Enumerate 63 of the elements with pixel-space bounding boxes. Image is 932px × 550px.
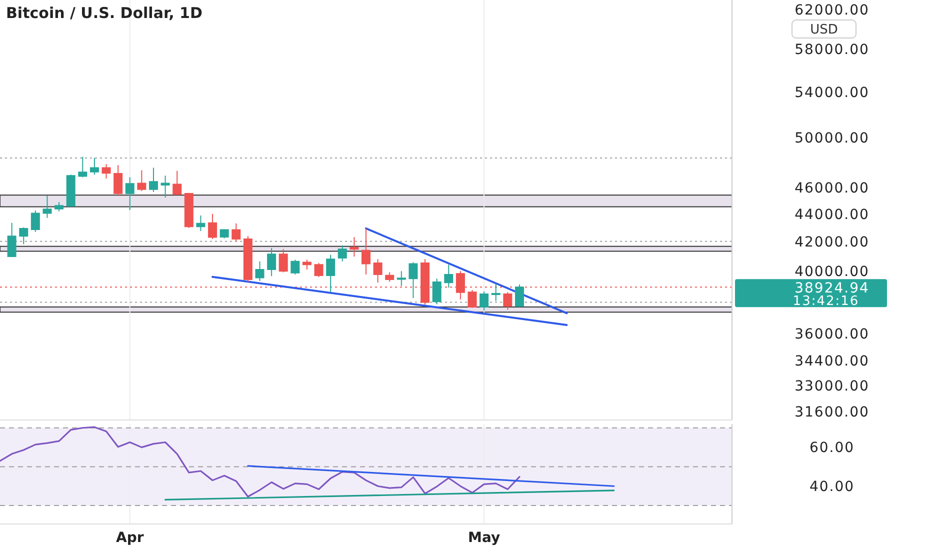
y-tick-label: 40000.00 bbox=[794, 264, 870, 280]
x-tick-label: Apr bbox=[116, 530, 144, 546]
y-tick-label: 44000.00 bbox=[794, 206, 870, 223]
candlestick bbox=[396, 270, 406, 286]
candlestick bbox=[514, 284, 524, 308]
candlestick bbox=[54, 202, 64, 212]
candlestick bbox=[148, 167, 158, 192]
candlestick bbox=[278, 248, 288, 273]
text: USD bbox=[810, 22, 838, 38]
candlestick bbox=[432, 278, 442, 305]
candlestick bbox=[172, 170, 182, 196]
y-tick-label: 62000.00 bbox=[794, 2, 870, 18]
candlestick bbox=[468, 289, 477, 308]
candlestick bbox=[267, 248, 276, 277]
candlestick bbox=[290, 259, 300, 275]
y-tick-label: 54000.00 bbox=[794, 84, 870, 101]
candlestick bbox=[220, 228, 229, 239]
y-tick-label: 58000.00 bbox=[794, 42, 870, 58]
candlestick bbox=[503, 292, 512, 310]
x-tick-label: May bbox=[468, 530, 500, 546]
y-tick-label: 33000.00 bbox=[794, 378, 870, 394]
text: 13:42:16 bbox=[792, 294, 860, 310]
candlestick bbox=[491, 283, 500, 302]
candlestick bbox=[338, 244, 347, 262]
candlestick bbox=[78, 156, 88, 178]
candlestick bbox=[125, 176, 134, 210]
candlestick bbox=[137, 170, 146, 192]
candlestick bbox=[232, 222, 241, 242]
y-tick-label: 40.00 bbox=[809, 479, 855, 496]
candlestick bbox=[7, 222, 16, 258]
candlestick bbox=[255, 260, 264, 282]
candlestick bbox=[314, 262, 324, 278]
text: 38924.94 bbox=[794, 280, 870, 296]
candlestick bbox=[302, 259, 312, 270]
candlestick bbox=[373, 258, 382, 284]
candlestick bbox=[66, 174, 76, 208]
candlestick bbox=[480, 291, 489, 311]
candlestick bbox=[102, 164, 111, 180]
candlestick bbox=[385, 272, 394, 282]
candlestick bbox=[208, 213, 218, 240]
y-tick-label: 50000.00 bbox=[794, 130, 870, 147]
candlestick bbox=[326, 254, 336, 293]
candlestick bbox=[196, 215, 206, 232]
y-tick-label: 46000.00 bbox=[794, 180, 870, 196]
candlestick bbox=[444, 264, 454, 288]
candlestick bbox=[114, 164, 123, 196]
candlestick bbox=[19, 226, 28, 245]
candlestick bbox=[408, 262, 418, 299]
y-tick-label: 34400.00 bbox=[794, 354, 870, 370]
candlestick bbox=[243, 236, 252, 283]
y-tick-label: 60.00 bbox=[809, 440, 855, 456]
candlestick bbox=[42, 195, 52, 218]
candlestick bbox=[362, 228, 370, 275]
y-tick-label: 42000.00 bbox=[794, 234, 870, 251]
candlestick bbox=[350, 236, 359, 258]
candlestick bbox=[90, 157, 99, 176]
y-tick-label: 36000.00 bbox=[794, 326, 870, 343]
candlestick bbox=[160, 175, 170, 198]
y-tick-label: 31600.00 bbox=[794, 404, 870, 420]
line-series bbox=[0, 426, 520, 498]
candlestick bbox=[184, 192, 194, 229]
candlestick bbox=[30, 210, 40, 232]
chart-title: Bitcoin / U.S. Dollar, 1D bbox=[6, 4, 202, 22]
